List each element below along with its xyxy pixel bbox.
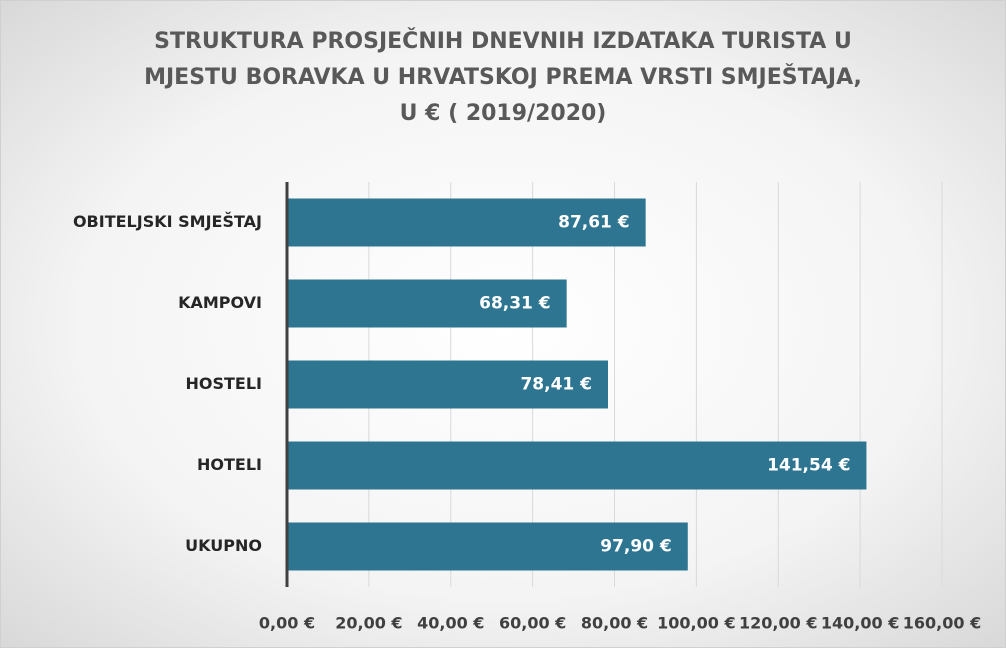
y-tick-label: HOSTELI xyxy=(185,374,262,393)
y-tick-label: UKUPNO xyxy=(185,536,262,555)
x-tick-label: 160,00 € xyxy=(903,614,981,633)
value-label: 141,54 € xyxy=(767,456,850,476)
bar xyxy=(287,279,567,328)
value-label: 97,90 € xyxy=(600,537,672,557)
bar xyxy=(287,360,608,409)
bar xyxy=(287,441,867,490)
bar xyxy=(287,198,646,247)
chart-title: U € ( 2019/2020) xyxy=(400,101,607,126)
x-tick-label: 140,00 € xyxy=(821,614,899,633)
value-label: 78,41 € xyxy=(520,375,592,395)
x-tick-label: 100,00 € xyxy=(657,614,735,633)
y-tick-label: HOTELI xyxy=(197,455,262,474)
x-tick-label: 40,00 € xyxy=(417,614,484,633)
chart-title: MJESTU BORAVKA U HRVATSKOJ PREMA VRSTI S… xyxy=(144,64,862,90)
x-tick-label: 120,00 € xyxy=(739,614,817,633)
x-tick-label: 0,00 € xyxy=(259,614,315,633)
bar xyxy=(287,522,688,571)
value-label: 87,61 € xyxy=(558,213,630,233)
x-tick-label: 20,00 € xyxy=(335,614,402,633)
x-tick-label: 60,00 € xyxy=(499,614,566,633)
x-tick-label: 80,00 € xyxy=(581,614,648,633)
chart-title: STRUKTURA PROSJEČNIH DNEVNIH IZDATAKA TU… xyxy=(154,28,852,54)
y-tick-label: OBITELJSKI SMJEŠTAJ xyxy=(73,212,262,231)
y-tick-label: KAMPOVI xyxy=(178,293,262,312)
value-label: 68,31 € xyxy=(479,294,551,314)
